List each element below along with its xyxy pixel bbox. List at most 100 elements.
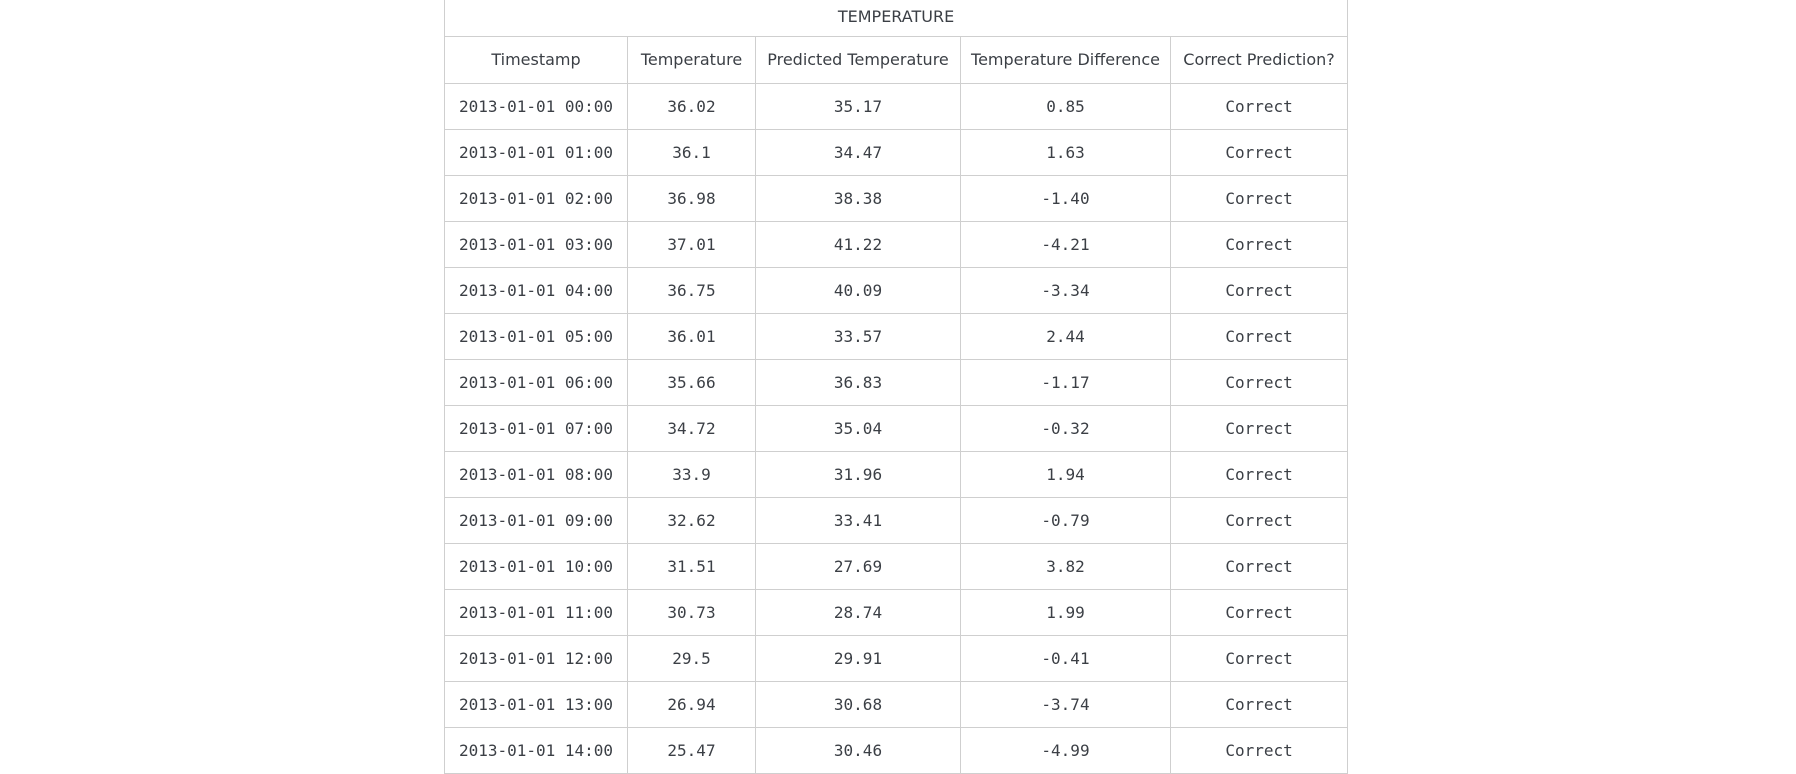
timestamp-cell: 2013-01-01 07:00 (444, 404, 628, 452)
temperature-cell: 36.75 (627, 266, 756, 314)
predicted-temperature-cell: 41.22 (755, 220, 961, 268)
timestamp-cell: 2013-01-01 04:00 (444, 266, 628, 314)
timestamp-cell: 2013-01-01 00:00 (444, 82, 628, 130)
temperature-cell: 36.02 (627, 82, 756, 130)
temperature-table: TEMPERATURE Timestamp Temperature Predic… (443, 0, 1349, 774)
temperature-cell: 31.51 (627, 542, 756, 590)
correct-prediction-cell: Correct (1169, 82, 1349, 130)
temperature-difference-cell: -0.32 (960, 404, 1171, 452)
temperature-difference-cell: -0.41 (960, 634, 1171, 682)
correct-prediction-cell: Correct (1169, 266, 1349, 314)
temperature-cell: 36.98 (627, 174, 756, 222)
temperature-cell: 34.72 (627, 404, 756, 452)
predicted-temperature-cell: 30.68 (755, 680, 961, 728)
results-table-container: TEMPERATURE Timestamp Temperature Predic… (443, 0, 1349, 774)
table-row: 2013-01-01 10:00 31.51 27.69 3.82 Correct (444, 542, 1349, 590)
temperature-difference-cell: 1.94 (960, 450, 1171, 498)
temperature-cell: 33.9 (627, 450, 756, 498)
predicted-temperature-cell: 28.74 (755, 588, 961, 636)
correct-prediction-cell: Correct (1169, 404, 1349, 452)
correct-prediction-cell: Correct (1169, 450, 1349, 498)
table-body: 2013-01-01 00:00 36.02 35.17 0.85 Correct 201… (444, 82, 1349, 774)
temperature-difference-cell: -4.21 (960, 220, 1171, 268)
correct-prediction-cell: Correct (1169, 588, 1349, 636)
timestamp-cell: 2013-01-01 01:00 (444, 128, 628, 176)
table-row: 2013-01-01 03:00 37.01 41.22 -4.21 Correct (444, 220, 1349, 268)
table-row: 2013-01-01 05:00 36.01 33.57 2.44 Correct (444, 312, 1349, 360)
table-row: 2013-01-01 02:00 36.98 38.38 -1.40 Correct (444, 174, 1349, 222)
table-row: 2013-01-01 00:00 36.02 35.17 0.85 Correct (444, 82, 1349, 130)
predicted-temperature-cell: 36.83 (755, 358, 961, 406)
correct-prediction-cell: Correct (1169, 680, 1349, 728)
timestamp-cell: 2013-01-01 12:00 (444, 634, 628, 682)
temperature-cell: 35.66 (627, 358, 756, 406)
temperature-difference-cell: 2.44 (960, 312, 1171, 360)
predicted-temperature-cell: 38.38 (755, 174, 961, 222)
column-header-temperature: Temperature (627, 35, 756, 84)
correct-prediction-cell: Correct (1169, 726, 1349, 774)
predicted-temperature-cell: 34.47 (755, 128, 961, 176)
correct-prediction-cell: Correct (1169, 496, 1349, 544)
timestamp-cell: 2013-01-01 02:00 (444, 174, 628, 222)
column-header-timestamp: Timestamp (444, 35, 628, 84)
table-caption: TEMPERATURE (443, 0, 1349, 37)
correct-prediction-cell: Correct (1169, 220, 1349, 268)
table-row: 2013-01-01 08:00 33.9 31.96 1.94 Correct (444, 450, 1349, 498)
temperature-difference-cell: -4.99 (960, 726, 1171, 774)
temperature-cell: 30.73 (627, 588, 756, 636)
temperature-cell: 32.62 (627, 496, 756, 544)
predicted-temperature-cell: 27.69 (755, 542, 961, 590)
temperature-difference-cell: -1.17 (960, 358, 1171, 406)
table-row: 2013-01-01 01:00 36.1 34.47 1.63 Correct (444, 128, 1349, 176)
correct-prediction-cell: Correct (1169, 634, 1349, 682)
table-row: 2013-01-01 11:00 30.73 28.74 1.99 Correct (444, 588, 1349, 636)
column-header-predicted-temperature: Predicted Temperature (755, 35, 961, 84)
table-row: 2013-01-01 13:00 26.94 30.68 -3.74 Correct (444, 680, 1349, 728)
table-caption-row: TEMPERATURE (443, 0, 1349, 37)
timestamp-cell: 2013-01-01 08:00 (444, 450, 628, 498)
temperature-difference-cell: -0.79 (960, 496, 1171, 544)
timestamp-cell: 2013-01-01 03:00 (444, 220, 628, 268)
temperature-cell: 36.01 (627, 312, 756, 360)
correct-prediction-cell: Correct (1169, 174, 1349, 222)
predicted-temperature-cell: 31.96 (755, 450, 961, 498)
correct-prediction-cell: Correct (1169, 358, 1349, 406)
table-row: 2013-01-01 06:00 35.66 36.83 -1.17 Correct (444, 358, 1349, 406)
predicted-temperature-cell: 35.04 (755, 404, 961, 452)
correct-prediction-cell: Correct (1169, 542, 1349, 590)
temperature-cell: 37.01 (627, 220, 756, 268)
predicted-temperature-cell: 35.17 (755, 82, 961, 130)
temperature-difference-cell: -3.34 (960, 266, 1171, 314)
temperature-cell: 29.5 (627, 634, 756, 682)
temperature-difference-cell: 1.99 (960, 588, 1171, 636)
table-row: 2013-01-01 04:00 36.75 40.09 -3.34 Correct (444, 266, 1349, 314)
temperature-difference-cell: 3.82 (960, 542, 1171, 590)
timestamp-cell: 2013-01-01 11:00 (444, 588, 628, 636)
timestamp-cell: 2013-01-01 10:00 (444, 542, 628, 590)
predicted-temperature-cell: 30.46 (755, 726, 961, 774)
table-row: 2013-01-01 12:00 29.5 29.91 -0.41 Correct (444, 634, 1349, 682)
correct-prediction-cell: Correct (1169, 128, 1349, 176)
predicted-temperature-cell: 33.57 (755, 312, 961, 360)
timestamp-cell: 2013-01-01 14:00 (444, 726, 628, 774)
temperature-cell: 26.94 (627, 680, 756, 728)
temperature-cell: 36.1 (627, 128, 756, 176)
temperature-difference-cell: -1.40 (960, 174, 1171, 222)
table-row: 2013-01-01 09:00 32.62 33.41 -0.79 Correct (444, 496, 1349, 544)
temperature-cell: 25.47 (627, 726, 756, 774)
timestamp-cell: 2013-01-01 13:00 (444, 680, 628, 728)
table-header-row: Timestamp Temperature Predicted Temperat… (444, 35, 1349, 84)
column-header-temperature-difference: Temperature Difference (960, 35, 1171, 84)
predicted-temperature-cell: 40.09 (755, 266, 961, 314)
table-row: 2013-01-01 14:00 25.47 30.46 -4.99 Correct (444, 726, 1349, 774)
temperature-difference-cell: -3.74 (960, 680, 1171, 728)
correct-prediction-cell: Correct (1169, 312, 1349, 360)
temperature-difference-cell: 1.63 (960, 128, 1171, 176)
column-header-correct-prediction: Correct Prediction? (1169, 35, 1349, 84)
predicted-temperature-cell: 33.41 (755, 496, 961, 544)
table-row: 2013-01-01 07:00 34.72 35.04 -0.32 Correct (444, 404, 1349, 452)
timestamp-cell: 2013-01-01 06:00 (444, 358, 628, 406)
timestamp-cell: 2013-01-01 05:00 (444, 312, 628, 360)
temperature-difference-cell: 0.85 (960, 82, 1171, 130)
timestamp-cell: 2013-01-01 09:00 (444, 496, 628, 544)
